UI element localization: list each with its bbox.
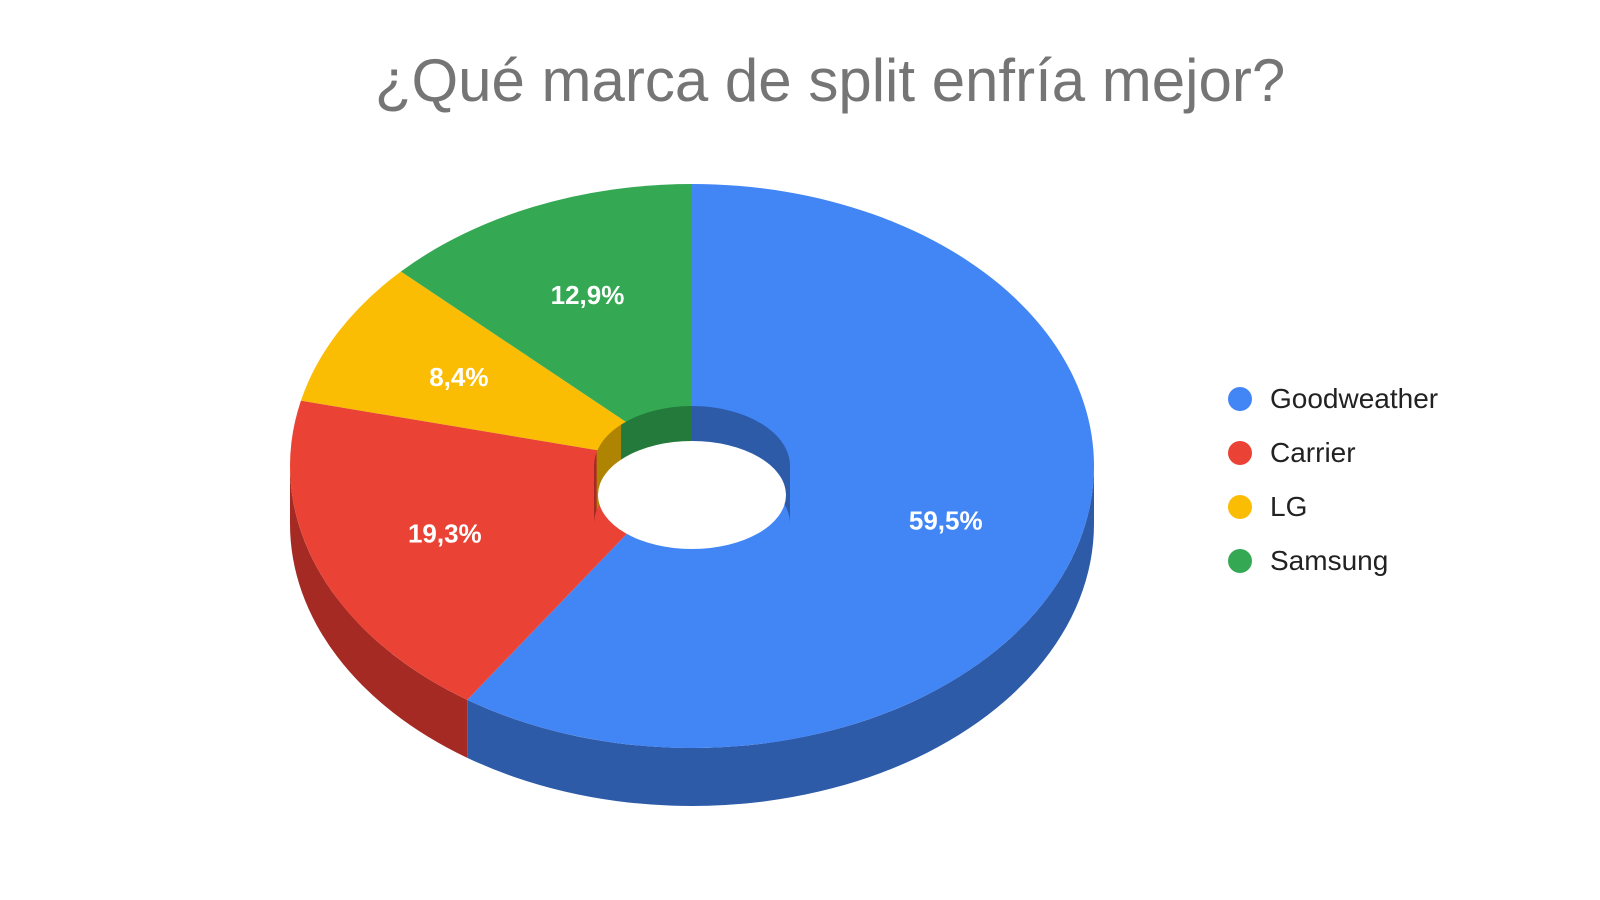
- chart-title: ¿Qué marca de split enfría mejor?: [374, 47, 1286, 114]
- donut-hole: [594, 406, 790, 549]
- slice-lg[interactable]: [300, 271, 692, 467]
- legend-swatch-lg: [1228, 495, 1252, 519]
- legend: Goodweather Carrier LG Samsung: [1228, 372, 1438, 588]
- legend-item-goodweather[interactable]: Goodweather: [1228, 372, 1438, 426]
- legend-label: Carrier: [1270, 437, 1356, 468]
- legend-label: LG: [1270, 491, 1308, 522]
- slice-carrier[interactable]: [289, 400, 692, 700]
- data-label-lg: 8,4%: [429, 362, 488, 392]
- data-label-carrier: 19,3%: [408, 519, 482, 549]
- legend-swatch-carrier: [1228, 441, 1252, 465]
- data-label-goodweather: 59,5%: [909, 505, 983, 535]
- legend-item-carrier[interactable]: Carrier: [1228, 426, 1438, 480]
- legend-label: Samsung: [1270, 545, 1389, 576]
- hole-wall-carrier: [594, 452, 597, 524]
- legend-item-lg[interactable]: LG: [1228, 480, 1438, 534]
- legend-label: Goodweather: [1270, 383, 1439, 414]
- donut-hole-opening: [598, 441, 786, 549]
- slice-labels: 59,5% 19,3% 8,4% 12,9%: [408, 280, 983, 549]
- legend-item-samsung[interactable]: Samsung: [1228, 534, 1438, 588]
- data-label-samsung: 12,9%: [551, 280, 625, 310]
- legend-swatch-samsung: [1228, 549, 1252, 573]
- slice-side-carrier: [290, 466, 468, 758]
- slice-side-goodweather: [467, 466, 1094, 807]
- slice-samsung[interactable]: [400, 183, 692, 466]
- legend-swatch-goodweather: [1228, 387, 1252, 411]
- pie-sides: [290, 466, 1094, 807]
